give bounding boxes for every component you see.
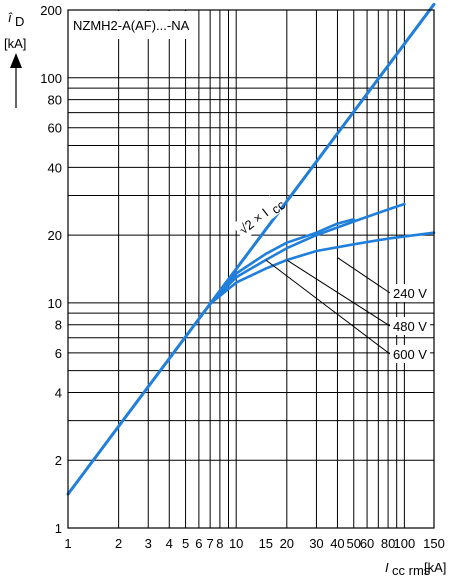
series-line-2 [208, 202, 406, 306]
label-600v-text: 600 V [393, 347, 427, 362]
y-tick-label: 200 [40, 3, 62, 18]
x-axis-symbol: I [385, 560, 389, 575]
leader-480v [286, 259, 391, 327]
callout-leaders [265, 257, 391, 355]
label-240v-text: 240 V [393, 286, 427, 301]
curves [66, 2, 436, 496]
x-tick-label: 7 [207, 536, 214, 551]
x-tick-label: 4 [166, 536, 173, 551]
leader-240v [337, 257, 391, 294]
y-tick-label: 10 [48, 296, 62, 311]
up-arrow-icon [10, 53, 22, 108]
series-line-0 [66, 2, 436, 496]
x-tick-label: 100 [394, 536, 416, 551]
y-tick-labels: 1 2 4 6 8 10 20 40 60 80 100 200 [40, 3, 62, 536]
y-tick-label: 2 [55, 453, 62, 468]
x-tick-label: 10 [229, 536, 243, 551]
x-tick-label: 60 [360, 536, 374, 551]
y-axis-unit: [kA] [4, 36, 26, 51]
y-tick-label: 40 [48, 160, 62, 175]
x-tick-label: 50 [347, 536, 361, 551]
label-480v: 480 V [390, 317, 430, 335]
plot-frame [67, 9, 435, 529]
y-axis-subscript: D [15, 14, 24, 29]
x-tick-label: 20 [280, 536, 294, 551]
x-tick-label: 5 [182, 536, 189, 551]
series-line-3 [208, 218, 356, 306]
y-tick-label: 4 [55, 385, 62, 400]
leader-600v [265, 259, 391, 355]
label-480v-text: 480 V [393, 319, 427, 334]
x-tick-label: 2 [115, 536, 122, 551]
label-240v: 240 V [390, 284, 430, 302]
x-tick-label: 15 [259, 536, 273, 551]
sqrt2-label-bg [231, 195, 283, 241]
title-box [69, 11, 197, 39]
series-line-1 [208, 231, 436, 306]
x-tick-label: 8 [216, 536, 223, 551]
x-tick-label: 80 [381, 536, 395, 551]
y-tick-label: 60 [48, 121, 62, 136]
x-tick-label: 40 [330, 536, 344, 551]
x-tick-label: 3 [145, 536, 152, 551]
x-axis-unit: [kA] [424, 560, 446, 575]
x-tick-label: 6 [195, 536, 202, 551]
x-axis-subscript: cc rms [392, 563, 431, 578]
x-tick-label: 1 [64, 536, 71, 551]
y-tick-label: 80 [48, 93, 62, 108]
x-tick-label: 150 [423, 536, 445, 551]
y-axis-symbol: î [8, 10, 13, 25]
label-600v: 600 V [390, 345, 430, 363]
y-tick-label: 1 [55, 521, 62, 536]
y-tick-label: 6 [55, 346, 62, 361]
y-tick-label: 8 [55, 318, 62, 333]
x-tick-label: 30 [309, 536, 323, 551]
chart-title: NZMH2-A(AF)...-NA [73, 18, 190, 33]
y-tick-label: 20 [48, 228, 62, 243]
y-tick-label: 100 [40, 71, 62, 86]
